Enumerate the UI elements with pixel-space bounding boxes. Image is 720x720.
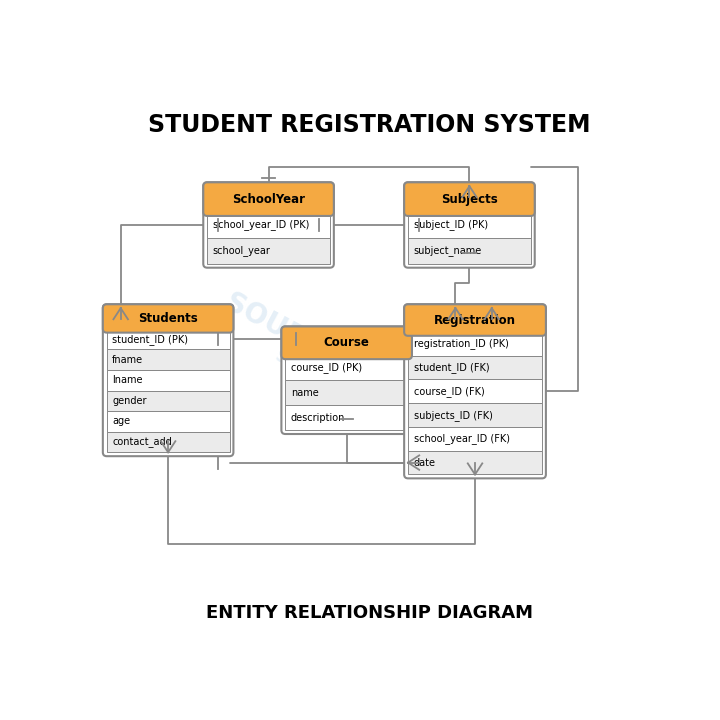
Text: Course: Course (324, 336, 369, 349)
Text: Students: Students (138, 312, 198, 325)
Text: SchoolYear: SchoolYear (232, 193, 305, 206)
Text: student_ID (FK): student_ID (FK) (413, 362, 490, 373)
FancyBboxPatch shape (404, 305, 546, 336)
Text: contact_add: contact_add (112, 436, 172, 447)
Text: subject_ID (PK): subject_ID (PK) (413, 220, 487, 230)
Bar (107, 349, 230, 370)
Text: SOURCE CODE: SOURCE CODE (272, 346, 399, 425)
Bar (285, 355, 408, 380)
Bar (408, 451, 542, 474)
Text: school_year_ID (PK): school_year_ID (PK) (213, 220, 309, 230)
Text: date: date (413, 458, 436, 467)
Bar (107, 432, 230, 452)
Text: ENTITY RELATIONSHIP DIAGRAM: ENTITY RELATIONSHIP DIAGRAM (205, 604, 533, 622)
Text: school_year_ID (FK): school_year_ID (FK) (413, 433, 510, 444)
Text: name: name (291, 387, 319, 397)
Text: age: age (112, 416, 130, 426)
FancyBboxPatch shape (103, 305, 233, 333)
FancyBboxPatch shape (282, 326, 412, 434)
Bar (107, 329, 230, 349)
Text: registration_ID (PK): registration_ID (PK) (413, 338, 508, 349)
FancyBboxPatch shape (282, 326, 412, 359)
FancyBboxPatch shape (404, 182, 535, 216)
Text: STUDENT REGISTRATION SYSTEM: STUDENT REGISTRATION SYSTEM (148, 113, 590, 138)
Text: lname: lname (112, 375, 143, 385)
Bar (408, 356, 542, 379)
Bar (207, 238, 330, 264)
Bar (107, 390, 230, 411)
Text: student_ID (PK): student_ID (PK) (112, 333, 189, 344)
Bar (408, 403, 542, 427)
Text: fname: fname (112, 355, 143, 364)
Bar (408, 332, 542, 356)
FancyBboxPatch shape (203, 182, 334, 268)
Text: gender: gender (112, 396, 147, 406)
Text: subject_name: subject_name (413, 246, 482, 256)
Text: course_ID (FK): course_ID (FK) (413, 386, 485, 397)
FancyBboxPatch shape (404, 182, 535, 268)
FancyBboxPatch shape (203, 182, 334, 216)
Text: description: description (291, 413, 346, 423)
Bar (408, 238, 531, 264)
Text: Registration: Registration (434, 313, 516, 327)
Text: subjects_ID (FK): subjects_ID (FK) (413, 410, 492, 420)
Bar (107, 411, 230, 432)
Bar (107, 370, 230, 390)
Text: SOURCE CODE: SOURCE CODE (220, 288, 429, 417)
Bar (408, 427, 542, 451)
Bar (408, 379, 542, 403)
Bar (285, 405, 408, 430)
Bar (207, 212, 330, 238)
Bar (408, 212, 531, 238)
Text: Subjects: Subjects (441, 193, 498, 206)
FancyBboxPatch shape (103, 305, 233, 456)
Text: course_ID (PK): course_ID (PK) (291, 362, 362, 373)
Bar (285, 380, 408, 405)
Text: school_year: school_year (213, 246, 271, 256)
FancyBboxPatch shape (404, 305, 546, 478)
